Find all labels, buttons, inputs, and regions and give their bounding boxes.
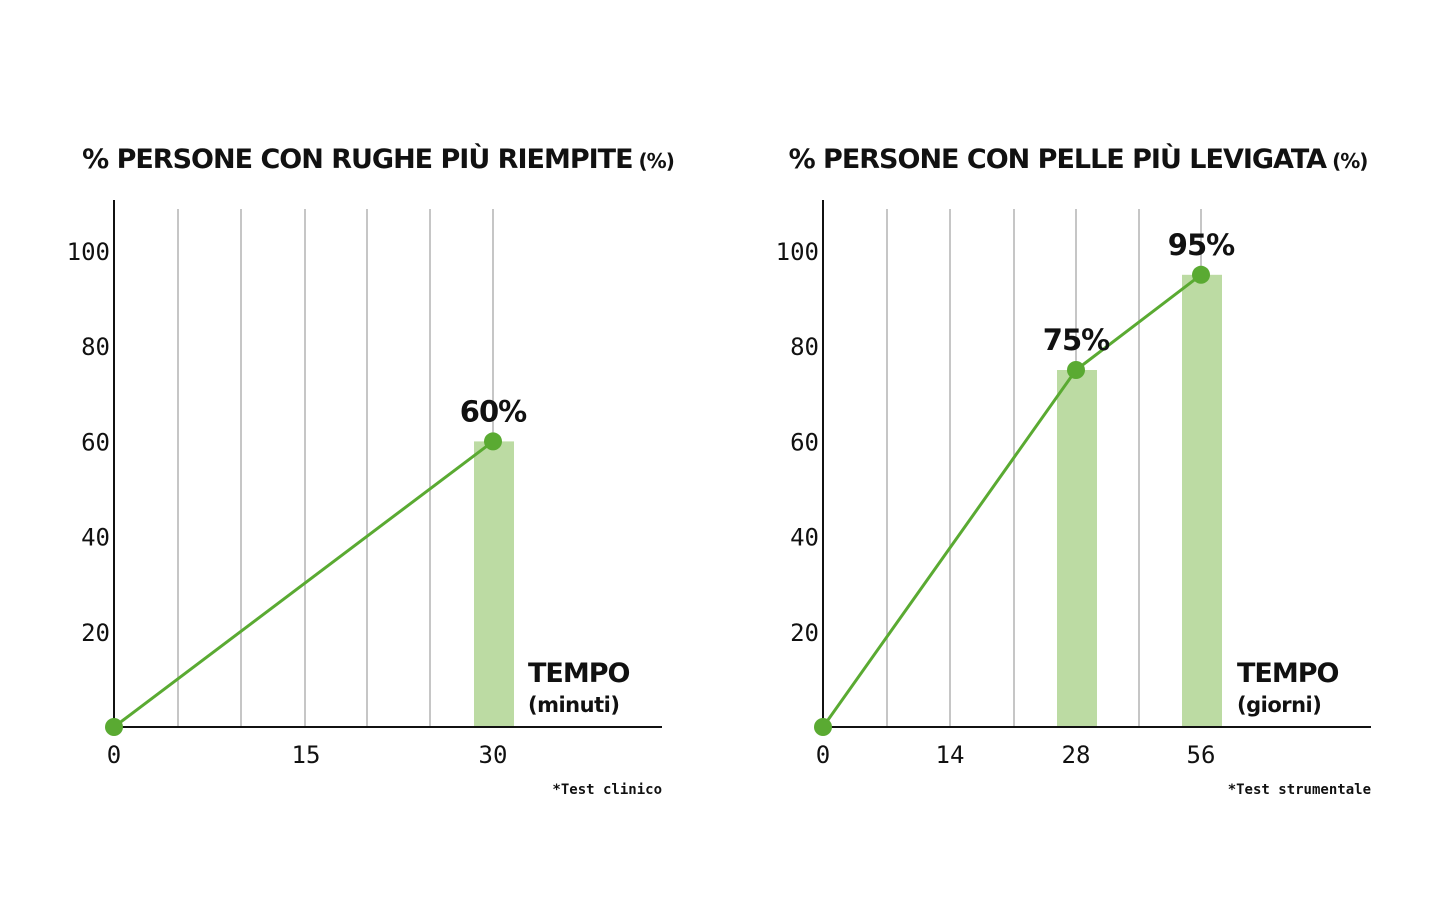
y-tick-label: 40 — [790, 524, 819, 552]
x-axis-unit: (minuti) — [528, 693, 619, 717]
chart-panel-2: % PERSONE CON PELLE PIÙ LEVIGATA (%) 20 40 6… — [776, 143, 1371, 798]
x-tick-label: 56 — [1187, 741, 1216, 769]
data-point — [105, 718, 123, 736]
chart-title-unit: (%) — [639, 149, 674, 173]
chart-title-text: % PERSONE CON RUGHE PIÙ RIEMPITE — [82, 143, 632, 175]
data-label: 75% — [1043, 323, 1110, 357]
y-tick-label: 60 — [81, 428, 110, 456]
x-tick-label: 14 — [936, 741, 965, 769]
chart-title: % PERSONE CON RUGHE PIÙ RIEMPITE (%) — [82, 143, 674, 175]
data-point — [814, 718, 832, 736]
footnote: *Test strumentale — [1228, 782, 1371, 798]
bar — [1182, 274, 1222, 727]
y-tick-label: 80 — [790, 333, 819, 361]
x-axis-title: TEMPO — [528, 658, 630, 689]
y-tick-label: 60 — [790, 428, 819, 456]
x-tick-label: 0 — [816, 741, 830, 769]
chart-title-unit: (%) — [1332, 149, 1367, 173]
y-tick-label: 80 — [81, 333, 110, 361]
bar — [1057, 370, 1097, 727]
x-tick-label: 30 — [479, 741, 508, 769]
chart-title: % PERSONE CON PELLE PIÙ LEVIGATA (%) — [789, 143, 1368, 175]
data-label: 95% — [1168, 228, 1235, 262]
x-axis-title: TEMPO — [1237, 658, 1339, 689]
y-tick-label: 100 — [776, 238, 819, 266]
chart-title-text: % PERSONE CON PELLE PIÙ LEVIGATA — [789, 143, 1328, 175]
footnote: *Test clinico — [552, 782, 662, 798]
bar — [474, 441, 514, 727]
y-tick-label: 20 — [81, 619, 110, 647]
y-tick-label: 20 — [790, 619, 819, 647]
series-line — [821, 273, 1202, 728]
x-axis-unit: (giorni) — [1237, 693, 1321, 717]
data-point — [1192, 265, 1210, 284]
y-tick-label: 40 — [81, 524, 110, 552]
y-tick-label: 100 — [67, 238, 110, 266]
chart-panel-1: % PERSONE CON RUGHE PIÙ RIEMPITE (%) 20 40 6… — [67, 143, 675, 798]
data-point — [1067, 361, 1085, 379]
x-tick-label: 0 — [107, 741, 121, 769]
x-tick-label: 15 — [292, 741, 321, 769]
data-label: 60% — [460, 394, 527, 428]
x-tick-label: 28 — [1062, 741, 1091, 769]
series-line — [113, 440, 494, 729]
data-point — [484, 432, 502, 451]
